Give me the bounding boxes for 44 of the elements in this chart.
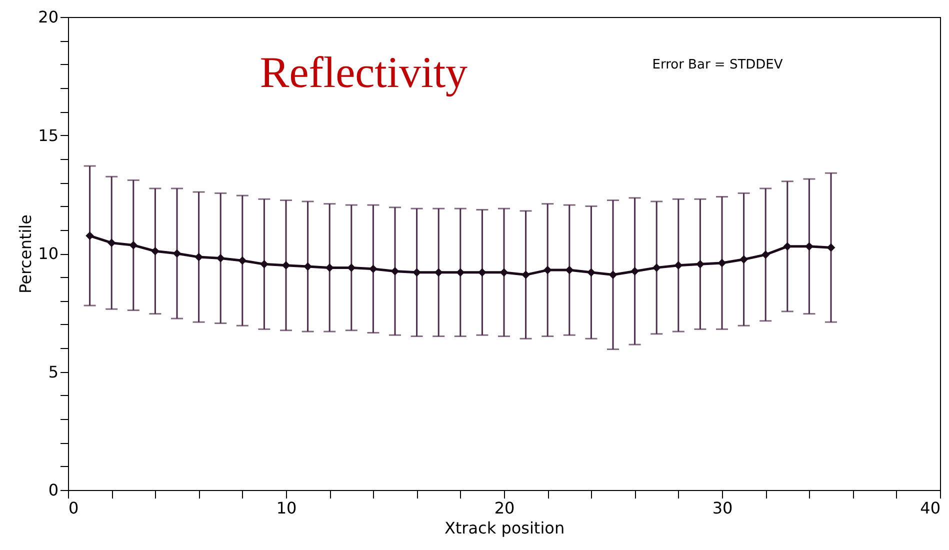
x-tick-label: 10	[276, 498, 297, 518]
point	[630, 267, 639, 276]
point	[696, 260, 704, 268]
x-tick-label: 40	[920, 498, 940, 518]
point	[674, 261, 683, 270]
point	[761, 250, 770, 259]
x-tick-label: 20	[494, 498, 515, 518]
point	[304, 262, 312, 271]
point	[260, 260, 268, 268]
y-tick-label: 15	[38, 126, 58, 145]
point	[826, 243, 836, 252]
point	[238, 256, 247, 265]
point	[587, 268, 596, 277]
point	[412, 268, 421, 277]
point	[107, 238, 116, 248]
y-tick-label: 10	[38, 244, 58, 263]
y-tick-label: 20	[38, 8, 58, 26]
point	[478, 268, 486, 277]
x-tick-label: 0	[68, 498, 79, 518]
point	[565, 266, 574, 274]
point	[740, 255, 748, 264]
point	[151, 246, 160, 256]
point	[194, 252, 203, 262]
point	[522, 270, 530, 279]
point	[500, 268, 508, 277]
point	[718, 258, 726, 268]
y-axis-title: Percentile	[16, 214, 36, 294]
annotation: Reflectivity	[260, 48, 468, 97]
point	[216, 254, 225, 262]
point	[86, 232, 94, 240]
point	[172, 249, 182, 258]
y-tick-label: 5	[48, 362, 58, 382]
point	[805, 242, 814, 251]
point	[543, 266, 552, 274]
point	[369, 264, 378, 274]
x-axis-title: Xtrack position	[444, 518, 565, 538]
point	[129, 241, 138, 250]
x-tick-label: 30	[712, 498, 733, 518]
point	[282, 261, 290, 270]
point	[390, 267, 400, 276]
annotation: Error Bar = STDDEV	[652, 57, 783, 72]
point	[652, 264, 661, 272]
y-tick-label: 0	[48, 480, 58, 500]
point	[608, 270, 618, 279]
